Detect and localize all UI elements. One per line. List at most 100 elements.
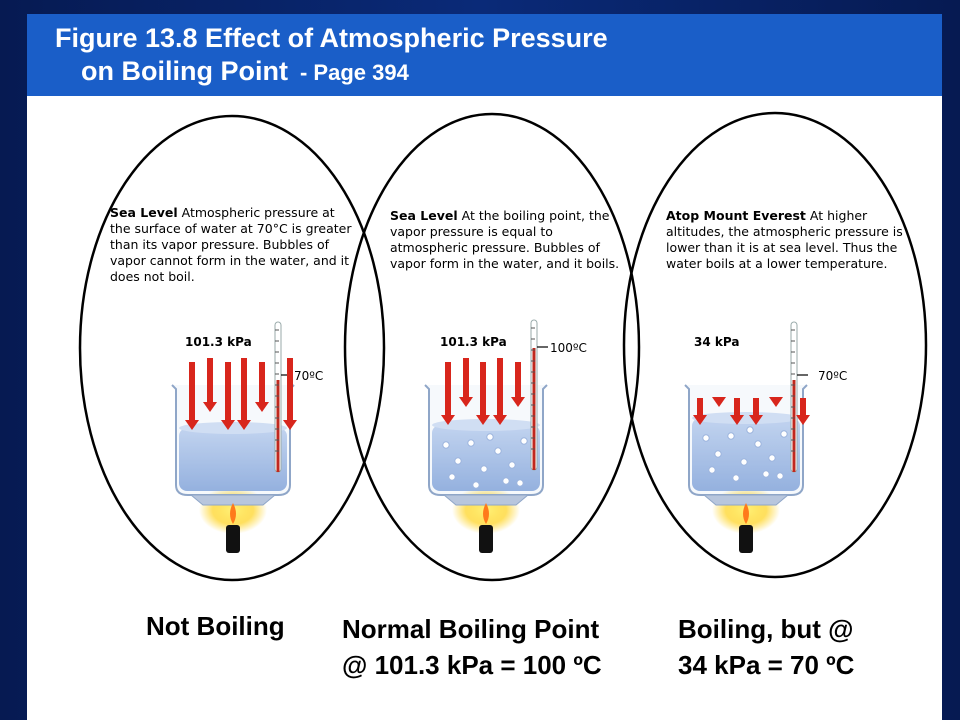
thermometer-mercury	[792, 380, 796, 472]
caption-line: 34 kPa = 70 ºC	[678, 650, 855, 680]
water-surface	[179, 422, 287, 434]
pressure-arrow-head	[283, 420, 297, 430]
flame	[230, 503, 236, 524]
pressure-arrow-head	[185, 420, 199, 430]
pressure-label: 101.3 kPa	[440, 335, 507, 349]
pressure-arrow-head	[749, 415, 763, 425]
pressure-arrow-head	[511, 397, 525, 407]
panel-description: Sea Level Atmospheric pressure at the su…	[110, 205, 352, 285]
panel-outline-normal-boiling	[343, 112, 641, 582]
pressure-arrow	[497, 358, 503, 417]
panel-description: Atop Mount Everest At higher altitudes, …	[666, 208, 906, 272]
description-heading: Sea Level	[110, 205, 178, 220]
vapor-bubble	[727, 432, 735, 440]
vapor-bubble	[762, 470, 770, 478]
pressure-arrow	[445, 362, 451, 417]
title-banner: Figure 13.8 Effect of Atmospheric Pressu…	[27, 14, 942, 96]
pressure-arrow	[753, 398, 759, 417]
caption-line: Boiling, but @	[678, 614, 854, 644]
vapor-bubble	[754, 440, 762, 448]
panel-outline-not-boiling	[78, 114, 386, 582]
pressure-arrow-head	[459, 397, 473, 407]
title-line-1: Figure 13.8 Effect of Atmospheric Pressu…	[55, 23, 608, 53]
vapor-bubble	[768, 454, 776, 462]
pressure-arrow-head	[493, 415, 507, 425]
flame	[743, 503, 749, 524]
caption-normal-boiling: Normal Boiling Point @ 101.3 kPa = 100 º…	[342, 611, 602, 683]
water-surface	[432, 419, 540, 431]
pressure-arrow-head	[237, 420, 251, 430]
vapor-bubble	[442, 441, 450, 449]
vapor-bubble	[714, 450, 722, 458]
water-surface	[692, 412, 800, 424]
vapor-bubble	[486, 433, 494, 441]
beaker-base	[702, 494, 790, 506]
vapor-bubble	[467, 439, 475, 447]
pressure-arrow-head	[693, 415, 707, 425]
water	[179, 428, 287, 491]
vapor-bubble	[776, 472, 784, 480]
pressure-arrow-head	[476, 415, 490, 425]
water	[692, 418, 800, 491]
vapor-bubble	[702, 434, 710, 442]
pressure-arrow	[225, 362, 231, 422]
pressure-arrow-head	[221, 420, 235, 430]
vapor-bubble	[520, 437, 528, 445]
caption-not-boiling: Not Boiling	[146, 608, 285, 644]
slide: Figure 13.8 Effect of Atmospheric Pressu…	[27, 14, 942, 720]
pressure-arrow	[697, 398, 703, 417]
thermometer-mercury	[532, 348, 536, 470]
pressure-arrow-head	[441, 415, 455, 425]
caption-line: Not Boiling	[146, 611, 285, 641]
panel-outline-everest	[622, 111, 928, 579]
panel-not-boiling	[171, 321, 297, 553]
burner	[739, 525, 753, 553]
pressure-arrow-head	[255, 402, 269, 412]
pressure-arrow	[734, 398, 740, 417]
pressure-arrow	[259, 362, 265, 404]
figure-title: Figure 13.8 Effect of Atmospheric Pressu…	[55, 22, 608, 89]
pressure-label: 34 kPa	[694, 335, 739, 349]
pressure-arrow	[463, 358, 469, 399]
burner	[226, 525, 240, 553]
vapor-bubble	[508, 461, 516, 469]
vapor-bubble	[448, 473, 456, 481]
caption-line: @ 101.3 kPa = 100 ºC	[342, 650, 602, 680]
panel-normal-boiling	[424, 319, 548, 553]
pressure-arrow-head	[203, 402, 217, 412]
panel-everest-boiling	[684, 321, 810, 553]
panel-description: Sea Level At the boiling point, the vapo…	[390, 208, 632, 272]
vapor-bubble	[746, 426, 754, 434]
description-text: Atmospheric pressure at the surface of w…	[110, 205, 352, 284]
temperature-label: 70ºC	[294, 369, 323, 383]
vapor-bubble	[472, 481, 480, 489]
water	[432, 425, 540, 491]
vapor-bubble	[494, 447, 502, 455]
pressure-arrow	[515, 362, 521, 399]
description-text: At higher altitudes, the atmospheric pre…	[666, 208, 903, 271]
beaker-base	[189, 494, 277, 506]
vapor-bubble	[454, 457, 462, 465]
burner	[479, 525, 493, 553]
pressure-arrow-head	[796, 415, 810, 425]
vapor-bubble	[780, 430, 788, 438]
pressure-arrow	[241, 358, 247, 422]
beaker-base	[442, 494, 530, 506]
vapor-bubble	[740, 458, 748, 466]
vapor-bubble	[708, 466, 716, 474]
pressure-arrow-head	[730, 415, 744, 425]
title-line-2: on Boiling Point	[81, 56, 288, 86]
pressure-arrow-head	[769, 397, 783, 407]
description-text: At the boiling point, the vapor pressure…	[390, 208, 620, 271]
vapor-bubble	[732, 474, 740, 482]
description-heading: Atop Mount Everest	[666, 208, 806, 223]
pressure-arrow	[800, 398, 806, 417]
temperature-label: 100ºC	[550, 341, 587, 355]
thermometer-mercury	[276, 380, 280, 472]
pressure-arrow	[287, 358, 293, 422]
vapor-bubble	[480, 465, 488, 473]
pressure-arrow-head	[712, 397, 726, 407]
caption-line: Normal Boiling Point	[342, 614, 600, 644]
pressure-arrow	[207, 358, 213, 404]
